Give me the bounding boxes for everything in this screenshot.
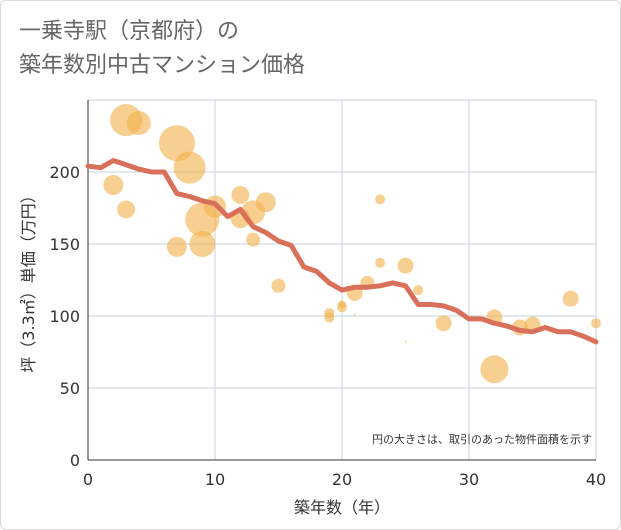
bubble-point	[103, 174, 124, 195]
bubble-point	[591, 318, 601, 329]
y-tick-label: 150	[49, 235, 80, 254]
y-tick-label: 50	[60, 379, 80, 398]
y-tick-label: 100	[49, 307, 80, 326]
bubble-point	[271, 278, 286, 293]
bubble-point	[126, 111, 151, 136]
chart-title-line2: 築年数別中古マンション価格	[19, 53, 306, 78]
bubble-point	[337, 302, 347, 313]
bubble-point	[324, 312, 335, 323]
x-tick-label: 30	[459, 470, 479, 489]
x-tick-label: 20	[332, 470, 352, 489]
y-tick-label: 0	[70, 451, 80, 470]
bubble-point	[189, 231, 216, 257]
y-tick-label: 200	[49, 163, 80, 182]
bubble-point	[413, 285, 424, 296]
bubble-point	[480, 355, 509, 384]
bubble-point	[246, 232, 261, 247]
bubble-point	[166, 236, 187, 257]
bubble-size-note: 円の大きさは、取引のあった物件面積を示す	[372, 432, 592, 446]
bubble-point	[173, 151, 206, 184]
bubble-point	[404, 340, 407, 343]
bubble-point	[185, 202, 220, 237]
chart-title: 一乗寺駅（京都府）の 築年数別中古マンション価格	[19, 15, 305, 83]
y-axis-label: 坪（3.3㎡）単価（万円）	[19, 187, 38, 372]
bubble-point	[375, 257, 386, 268]
chart-title-line1: 一乗寺駅（京都府）の	[19, 19, 240, 44]
bubble-point	[435, 315, 452, 332]
x-tick-label: 40	[586, 470, 606, 489]
bubble-point	[353, 313, 356, 316]
bubble-point	[375, 194, 386, 205]
bubble-point	[117, 200, 136, 219]
x-tick-label: 10	[205, 470, 225, 489]
bubble-point	[231, 186, 250, 205]
bubble-point	[397, 257, 414, 274]
average-price-line	[85, 158, 599, 345]
x-axis-label: 築年数（年）	[294, 498, 390, 517]
x-tick-label: 0	[83, 470, 93, 489]
bubble-point	[562, 290, 579, 307]
